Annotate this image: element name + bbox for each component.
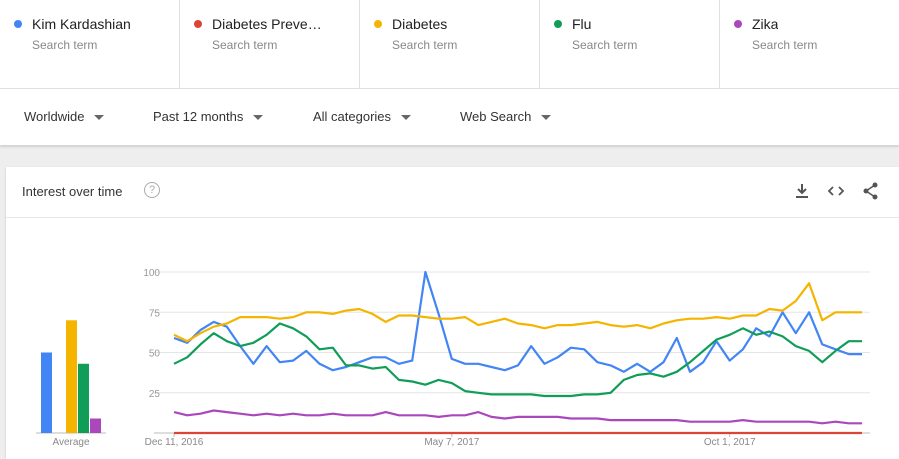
search-term-label: Kim Kardashian: [32, 16, 131, 32]
filter-search-type-label: Web Search: [460, 109, 532, 124]
average-bar: [41, 352, 52, 433]
embed-code-icon[interactable]: [826, 181, 846, 201]
search-term-subtitle: Search term: [572, 38, 638, 52]
series-color-dot: [194, 20, 202, 28]
y-tick-label: 75: [149, 308, 161, 319]
line-chart: 100 75 50 25 Dec 11, 2016 May 7, 2017 Oct 1, 2…: [36, 268, 870, 448]
average-bar: [66, 320, 77, 433]
search-term-4[interactable]: Zika Search term: [720, 0, 899, 88]
search-term-2[interactable]: Diabetes Search term: [360, 0, 540, 88]
search-term-subtitle: Search term: [752, 38, 818, 52]
averages-label: Average: [52, 437, 90, 448]
y-tick-label: 25: [149, 389, 161, 400]
y-tick-label: 100: [143, 268, 160, 279]
average-bar: [78, 363, 89, 433]
chevron-down-icon: [94, 115, 105, 121]
interest-over-time-card: Interest over time ? 100 75 50 25 Dec 11, 20…: [6, 167, 899, 459]
search-term-label: Diabetes: [392, 16, 448, 32]
series-line: [173, 282, 862, 343]
search-term-1[interactable]: Diabetes Preve… Search term: [180, 0, 360, 88]
chevron-down-icon: [401, 115, 412, 121]
filter-time-range[interactable]: Past 12 months: [153, 109, 264, 124]
average-bar: [90, 418, 101, 433]
series-color-dot: [734, 20, 742, 28]
filter-category-label: All categories: [313, 109, 392, 124]
search-term-subtitle: Search term: [392, 38, 458, 52]
search-term-subtitle: Search term: [32, 38, 98, 52]
search-term-label: Zika: [752, 16, 779, 32]
series-color-dot: [14, 20, 22, 28]
series-color-dot: [374, 20, 382, 28]
series-line: [173, 270, 862, 373]
filter-region-label: Worldwide: [24, 109, 85, 124]
download-icon[interactable]: [792, 181, 812, 201]
filter-category[interactable]: All categories: [313, 109, 412, 124]
search-terms-bar: Kim Kardashian Search term Diabetes Preve……: [0, 0, 899, 89]
share-icon[interactable]: [861, 181, 881, 201]
y-tick-label: 50: [149, 349, 161, 360]
search-term-0[interactable]: Kim Kardashian Search term: [0, 0, 180, 88]
search-term-3[interactable]: Flu Search term: [540, 0, 720, 88]
search-term-label: Diabetes Preve…: [212, 16, 322, 32]
x-tick-label: Oct 1, 2017: [704, 437, 756, 448]
help-circle-icon[interactable]: ?: [144, 182, 160, 198]
series-line: [173, 409, 862, 425]
series-color-dot: [554, 20, 562, 28]
card-title: Interest over time: [22, 184, 123, 199]
filter-time-label: Past 12 months: [153, 109, 244, 124]
search-term-label: Flu: [572, 16, 592, 32]
chevron-down-icon: [541, 115, 552, 121]
chevron-down-icon: [253, 115, 264, 121]
x-tick-label: Dec 11, 2016: [145, 437, 204, 448]
filter-search-type[interactable]: Web Search: [460, 109, 552, 124]
filters-bar: Worldwide Past 12 months All categories …: [0, 89, 899, 145]
search-term-subtitle: Search term: [212, 38, 278, 52]
filter-region[interactable]: Worldwide: [24, 109, 105, 124]
x-tick-label: May 7, 2017: [424, 437, 479, 448]
series-line: [173, 322, 862, 398]
card-header-divider: [6, 217, 899, 218]
